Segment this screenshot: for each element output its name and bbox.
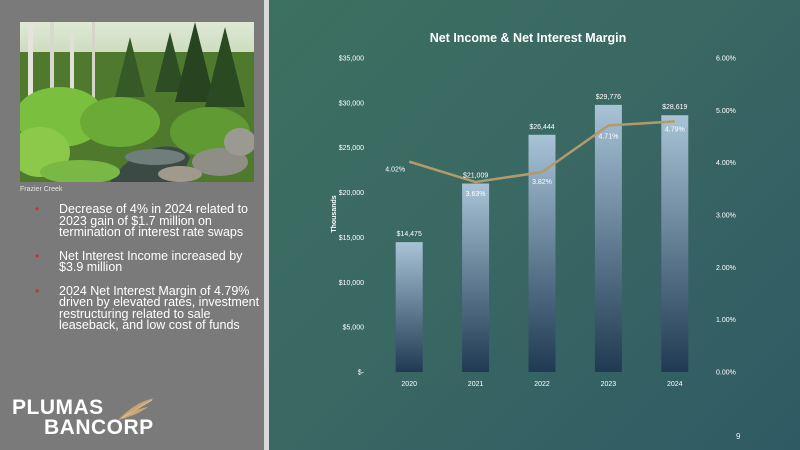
x-axis-ticks: 2020 2021 2022 2023 2024 (401, 381, 682, 388)
y-tick-label: $35,000 (339, 56, 364, 63)
line-value-label: 4.02% (385, 167, 405, 174)
creek-photo (20, 22, 254, 182)
bar-value-label: $14,475 (397, 231, 422, 238)
line-value-labels: 4.02% 3.63% 3.82% 4.71% 4.79% (385, 126, 684, 198)
x-tick-label: 2024 (667, 381, 683, 388)
y2-tick-label: 1.00% (716, 317, 736, 324)
y-tick-label: $15,000 (339, 235, 364, 242)
bar-value-label: $29,776 (596, 94, 621, 101)
line-value-label: 3.63% (466, 191, 486, 198)
bullet-text: Net Interest Income increased by $3.9 mi… (59, 248, 243, 274)
bar (661, 115, 689, 372)
line-value-label: 4.79% (665, 126, 685, 133)
line-value-label: 4.71% (598, 134, 618, 141)
page-number: 9 (736, 432, 741, 441)
feather-icon (118, 398, 154, 420)
y2-tick-label: 6.00% (716, 56, 736, 63)
bullet-marker: • (35, 283, 40, 298)
plumas-bancorp-logo: PLUMAS BANCORP (12, 396, 212, 442)
y-tick-label: $5,000 (343, 325, 365, 332)
bullet-marker: • (35, 248, 40, 263)
logo-line2: BANCORP (44, 416, 154, 439)
y-tick-label: $- (358, 370, 365, 377)
left-panel: Frazier Creek • Decrease of 4% in 2024 re… (0, 0, 264, 450)
bar (462, 183, 490, 372)
y2-tick-label: 0.00% (716, 370, 736, 377)
line-series (408, 120, 675, 184)
line-value-label: 3.82% (532, 179, 552, 186)
logo-line1: PLUMAS (12, 396, 104, 419)
margin-line (408, 120, 675, 184)
y2-tick-label: 2.00% (716, 265, 736, 272)
bullet-list: • Decrease of 4% in 2024 related to 2023 … (35, 202, 260, 344)
bullet-item: • Net Interest Income increased by $3.9 m… (35, 248, 260, 274)
bar (594, 104, 622, 372)
y2-tick-label: 4.00% (716, 160, 736, 167)
bar-value-label: $26,444 (529, 124, 554, 131)
x-tick-label: 2021 (468, 381, 484, 388)
y-tick-label: $25,000 (339, 145, 364, 152)
x-tick-label: 2022 (534, 381, 550, 388)
y-axis-label: Thousands (331, 195, 338, 232)
y-tick-label: $10,000 (339, 280, 364, 287)
bar (528, 134, 556, 372)
bullet-marker: • (35, 202, 40, 216)
x-tick-label: 2023 (601, 381, 617, 388)
bar-value-label: $21,009 (463, 173, 488, 180)
y-tick-label: $30,000 (339, 100, 364, 107)
y2-axis-ticks: 0.00% 1.00% 2.00% 3.00% 4.00% 5.00% 6.00% (716, 56, 736, 377)
bullet-text: Decrease of 4% in 2024 related to 2023 g… (59, 202, 249, 239)
panel-divider (264, 0, 269, 450)
bar-series (395, 104, 689, 372)
y2-tick-label: 3.00% (716, 213, 736, 220)
bullet-item: • 2024 Net Interest Margin of 4.79% drive… (35, 283, 260, 332)
y-axis-ticks: $- $5,000 $10,000 $15,000 $20,000 $25,000 $30,… (339, 56, 365, 377)
bar-value-label: $28,619 (662, 104, 687, 111)
x-tick-label: 2020 (401, 381, 417, 388)
bullet-item: • Decrease of 4% in 2024 related to 2023 … (35, 202, 260, 239)
y-tick-label: $20,000 (339, 190, 364, 197)
bar (395, 242, 423, 372)
photo-caption: Frazier Creek (20, 186, 63, 193)
bullet-text: 2024 Net Interest Margin of 4.79% driven… (59, 283, 260, 332)
y2-tick-label: 5.00% (716, 108, 736, 115)
chart-title: Net Income & Net Interest Margin (430, 31, 627, 45)
bar-value-labels: $14,475 $21,009 $26,444 $29,776 $28,619 (397, 94, 688, 238)
forest-creek-image (20, 22, 254, 182)
